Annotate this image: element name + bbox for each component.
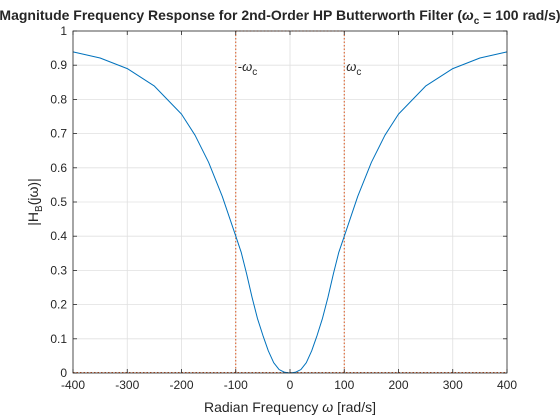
x-axis-ticks: -400 -300 -200 -100 0 100 200 300 400 <box>61 31 517 392</box>
y-tick-label: 0.8 <box>50 92 67 106</box>
y-tick-label: 0.7 <box>50 127 67 141</box>
x-tick-label: 200 <box>388 378 408 392</box>
y-tick-label: 0.3 <box>50 263 67 277</box>
y-axis-ticks: 0 0.1 0.2 0.3 0.4 0.5 0.6 0.7 0.8 0.9 1 <box>50 24 507 380</box>
x-tick-label: -400 <box>61 378 85 392</box>
cutoff-marker-label: ωc <box>346 59 361 78</box>
grid-lines <box>72 30 508 374</box>
chart-title: Magnitude Frequency Response for 2nd-Ord… <box>0 7 560 27</box>
y-tick-label: 0.1 <box>50 332 67 346</box>
y-tick-label: 0.2 <box>50 298 67 312</box>
x-tick-label: 100 <box>334 378 354 392</box>
y-tick-label: 1 <box>60 24 67 38</box>
y-tick-label: 0.4 <box>50 229 67 243</box>
x-tick-label: -300 <box>115 378 139 392</box>
x-tick-label: 300 <box>443 378 463 392</box>
x-tick-label: -100 <box>224 378 248 392</box>
x-tick-label: -200 <box>169 378 193 392</box>
x-tick-label: 0 <box>287 378 294 392</box>
x-tick-label: 400 <box>497 378 517 392</box>
y-tick-label: 0.9 <box>50 58 67 72</box>
x-axis-label: Radian Frequency ω [rad/s] <box>204 399 376 415</box>
y-tick-label: 0.6 <box>50 161 67 175</box>
y-tick-label: 0 <box>60 366 67 380</box>
y-axis-label: |HB(jω)| <box>25 178 45 225</box>
cutoff-marker-label: -ωc <box>238 59 257 78</box>
y-tick-label: 0.5 <box>50 195 67 209</box>
